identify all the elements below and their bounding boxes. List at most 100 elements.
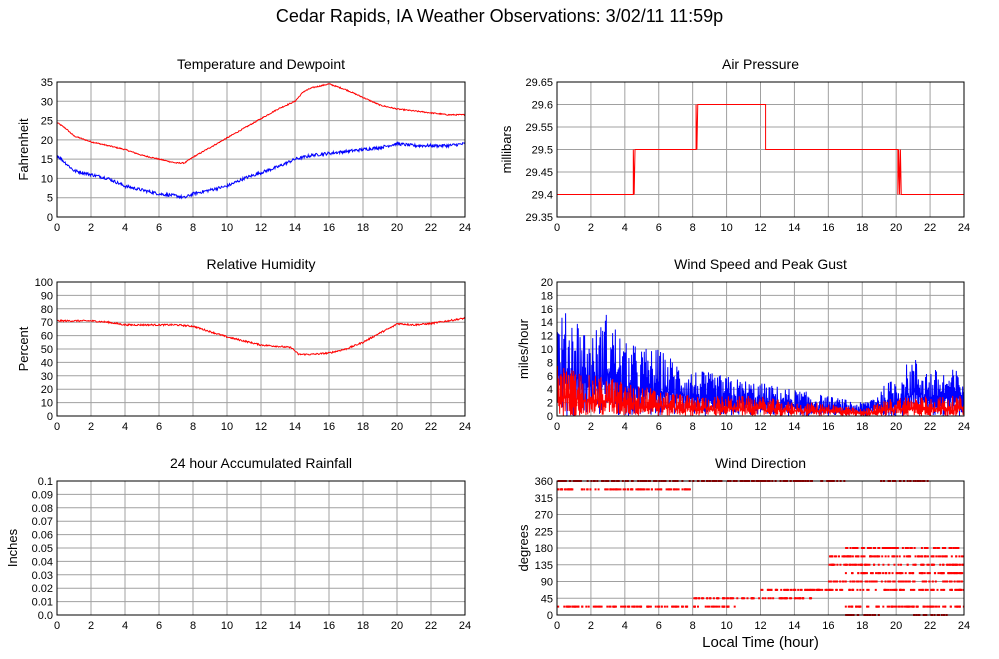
data-point [917,555,920,558]
data-point [761,597,764,600]
data-point [874,588,877,591]
y-tick-label: 29.45 [525,167,553,179]
data-point [897,572,900,575]
data-point [838,555,841,558]
data-point [627,605,630,608]
data-point [783,597,786,600]
data-point [693,605,696,608]
y-tick-label: 70 [41,317,53,329]
data-point [842,555,845,558]
data-point [871,572,874,575]
data-point [868,547,871,549]
data-point [839,588,842,591]
data-point [861,547,864,549]
data-point [847,555,850,558]
y-tick-label: 29.65 [525,77,553,89]
data-point [835,555,838,558]
data-point [927,572,930,575]
x-tick-label: 0 [54,222,60,234]
x-tick-label: 2 [588,222,594,234]
data-point [581,605,584,608]
x-tick-label: 20 [391,421,403,433]
data-point [656,488,659,491]
data-point [948,580,951,583]
data-point [857,563,860,566]
data-point [871,555,874,558]
chart-title: 24 hour Accumulated Rainfall [170,455,352,471]
data-point [873,547,876,549]
data-point [718,605,721,608]
data-point [958,605,961,608]
data-point [622,605,625,608]
data-point [950,555,953,558]
data-point [623,605,626,608]
data-point [952,547,955,549]
data-point [854,555,857,558]
data-point [950,547,953,549]
data-point [931,555,934,558]
x-tick-label: 16 [822,222,834,234]
grid [56,480,466,616]
data-point [849,547,852,549]
data-point [891,588,894,591]
data-point [848,588,851,591]
x-tick-label: 4 [122,620,128,632]
data-point [746,597,749,600]
data-point [891,547,894,549]
data-point [569,605,572,608]
data-point [716,605,719,608]
data-point [709,597,712,600]
data-point [654,488,657,491]
data-point [829,555,832,558]
x-tick-label: 6 [156,421,162,433]
x-tick-label: 18 [856,222,868,234]
data-point [800,588,803,591]
data-point [962,605,964,608]
x-tick-label: 14 [788,620,800,632]
data-point [856,555,859,558]
data-point [819,588,822,591]
data-point [877,563,880,566]
data-point [675,488,678,491]
data-point [839,580,842,583]
chart-title: Air Pressure [722,56,799,72]
data-point [708,605,711,608]
data-point [893,580,896,583]
data-point [612,605,615,608]
data-point [921,555,924,558]
data-point [905,605,908,608]
data-point [928,580,931,583]
data-point [886,605,889,608]
data-point [640,605,643,608]
data-point [831,588,834,591]
data-point [785,588,788,591]
data-point [933,563,936,566]
x-tick-label: 8 [190,620,196,632]
data-point [833,555,836,558]
data-point [887,555,890,558]
data-point [596,605,599,608]
x-tick-label: 24 [958,222,970,234]
data-point [916,605,919,608]
data-point [912,605,915,608]
x-tick-label: 0 [554,222,560,234]
data-point [614,605,617,608]
data-point [942,555,945,558]
data-point [727,597,730,600]
data-point [884,572,887,575]
x-tick-label: 22 [924,620,936,632]
data-point [923,605,926,608]
data-point [852,547,855,549]
data-point [643,488,646,491]
data-point [850,605,853,608]
y-tick-label: 0.06 [32,530,53,542]
data-point [914,563,917,566]
data-point [785,597,788,600]
y-tick-label: 0.07 [32,516,53,528]
y-tick-label: 5 [47,193,53,205]
data-point [790,597,793,600]
data-point [790,588,793,591]
data-point [566,605,569,608]
data-point [713,605,716,608]
data-point [878,572,881,575]
